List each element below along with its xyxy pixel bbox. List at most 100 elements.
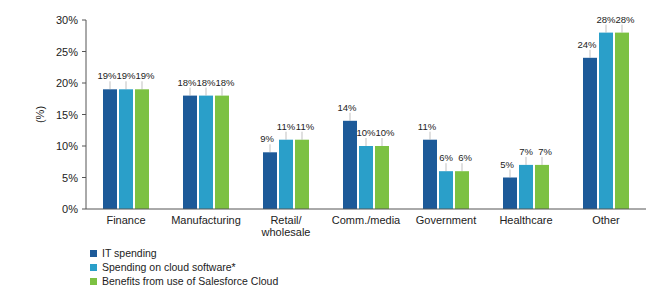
- leader-line: [366, 138, 367, 146]
- y-tick-label: 15%: [56, 109, 78, 121]
- x-tick-label-line: wholesale: [261, 226, 311, 238]
- data-label: 19%: [116, 70, 136, 81]
- bar: [423, 140, 437, 209]
- data-label: 18%: [196, 77, 216, 88]
- bar: [263, 152, 277, 209]
- chart: 0%5%10%15%20%25%30%(%)19%18%9%14%11%5%24…: [0, 0, 664, 306]
- x-tick-label-line: Manufacturing: [171, 214, 241, 226]
- x-tick-label: Comm./media: [332, 214, 401, 226]
- x-tick-label: Finance: [106, 214, 145, 226]
- legend-label: Benefits from use of Salesforce Cloud: [102, 275, 278, 287]
- y-axis-label: (%): [34, 106, 46, 123]
- bar: [535, 165, 549, 209]
- data-label: 14%: [337, 102, 357, 113]
- x-tick-label-line: Government: [416, 214, 477, 226]
- leader-line: [270, 144, 271, 152]
- data-label: 28%: [615, 14, 635, 25]
- leader-line: [222, 88, 223, 96]
- data-label: 18%: [215, 77, 235, 88]
- y-tick: [82, 146, 86, 147]
- y-tick: [82, 83, 86, 84]
- bar: [215, 96, 229, 209]
- leader-line: [142, 81, 143, 89]
- bar: [295, 140, 309, 209]
- leader-line: [430, 132, 431, 140]
- data-label: 7%: [519, 146, 533, 157]
- leader-line: [126, 81, 127, 89]
- y-tick-label: 0%: [62, 203, 78, 215]
- bar: [103, 89, 117, 209]
- legend-label: Spending on cloud software*: [102, 261, 236, 273]
- x-axis: [86, 209, 646, 210]
- bar: [439, 171, 453, 209]
- bar: [503, 178, 517, 210]
- leader-line: [286, 132, 287, 140]
- x-tick-label: Other: [592, 214, 620, 226]
- legend: IT spending Spending on cloud software* Be…: [90, 247, 278, 287]
- y-tick: [82, 209, 86, 210]
- x-tick-label-line: Other: [592, 214, 620, 226]
- bar: [119, 89, 133, 209]
- bar: [135, 89, 149, 209]
- legend-swatch: [90, 264, 97, 271]
- leader-line: [606, 25, 607, 33]
- x-tick-label: Government: [416, 214, 477, 226]
- data-label: 24%: [577, 39, 597, 50]
- data-label: 19%: [97, 70, 117, 81]
- bar: [583, 58, 597, 209]
- data-label: 10%: [375, 127, 395, 138]
- x-tick-label-line: Healthcare: [499, 214, 552, 226]
- data-label: 6%: [439, 152, 453, 163]
- leader-line: [190, 88, 191, 96]
- data-label: 11%: [418, 121, 437, 132]
- leader-line: [350, 113, 351, 121]
- bar: [183, 96, 197, 209]
- data-label: 10%: [356, 127, 376, 138]
- x-tick-label: Manufacturing: [171, 214, 241, 226]
- y-tick: [82, 177, 86, 178]
- leader-line: [622, 25, 623, 33]
- y-tick-label: 10%: [56, 140, 78, 152]
- y-tick: [82, 114, 86, 115]
- data-labels: 19% 18% 9% 14% 11% 5% 24% 19% 18% 11% 10% 6% 7% 28% 19…: [97, 14, 635, 178]
- bar: [455, 171, 469, 209]
- data-label: 11%: [296, 121, 315, 132]
- data-label: 28%: [596, 14, 616, 25]
- bar: [279, 140, 293, 209]
- data-label: 19%: [135, 70, 155, 81]
- leader-line: [462, 163, 463, 171]
- data-label: 6%: [458, 152, 472, 163]
- x-tick-label-line: Retail/: [270, 214, 302, 226]
- bar: [343, 121, 357, 209]
- bar: [599, 33, 613, 209]
- leader-line: [382, 138, 383, 146]
- bars: [103, 33, 629, 209]
- legend-swatch: [90, 250, 97, 257]
- legend-label: IT spending: [102, 247, 157, 259]
- legend-swatch: [90, 278, 97, 285]
- x-tick-label-line: Comm./media: [332, 214, 401, 226]
- data-label: 11%: [277, 121, 296, 132]
- x-tick-label: Retail/wholesale: [261, 214, 311, 238]
- data-label: 5%: [500, 159, 514, 170]
- data-label: 18%: [177, 77, 197, 88]
- leader-line: [110, 81, 111, 89]
- leader-line: [446, 163, 447, 171]
- y-tick-label: 25%: [56, 46, 78, 58]
- data-label: 9%: [260, 133, 274, 144]
- y-tick-label: 5%: [62, 172, 78, 184]
- leader-line: [526, 157, 527, 165]
- bar: [519, 165, 533, 209]
- y-tick: [82, 51, 86, 52]
- y-tick-label: 30%: [56, 14, 78, 26]
- leader-line: [302, 132, 303, 140]
- y-tick: [82, 20, 86, 21]
- data-label: 7%: [538, 146, 552, 157]
- bar: [375, 146, 389, 209]
- bar: [615, 33, 629, 209]
- x-tick-label-line: Finance: [106, 214, 145, 226]
- x-tick-label: Healthcare: [499, 214, 552, 226]
- bar: [359, 146, 373, 209]
- leader-line: [206, 88, 207, 96]
- leader-line: [590, 50, 591, 58]
